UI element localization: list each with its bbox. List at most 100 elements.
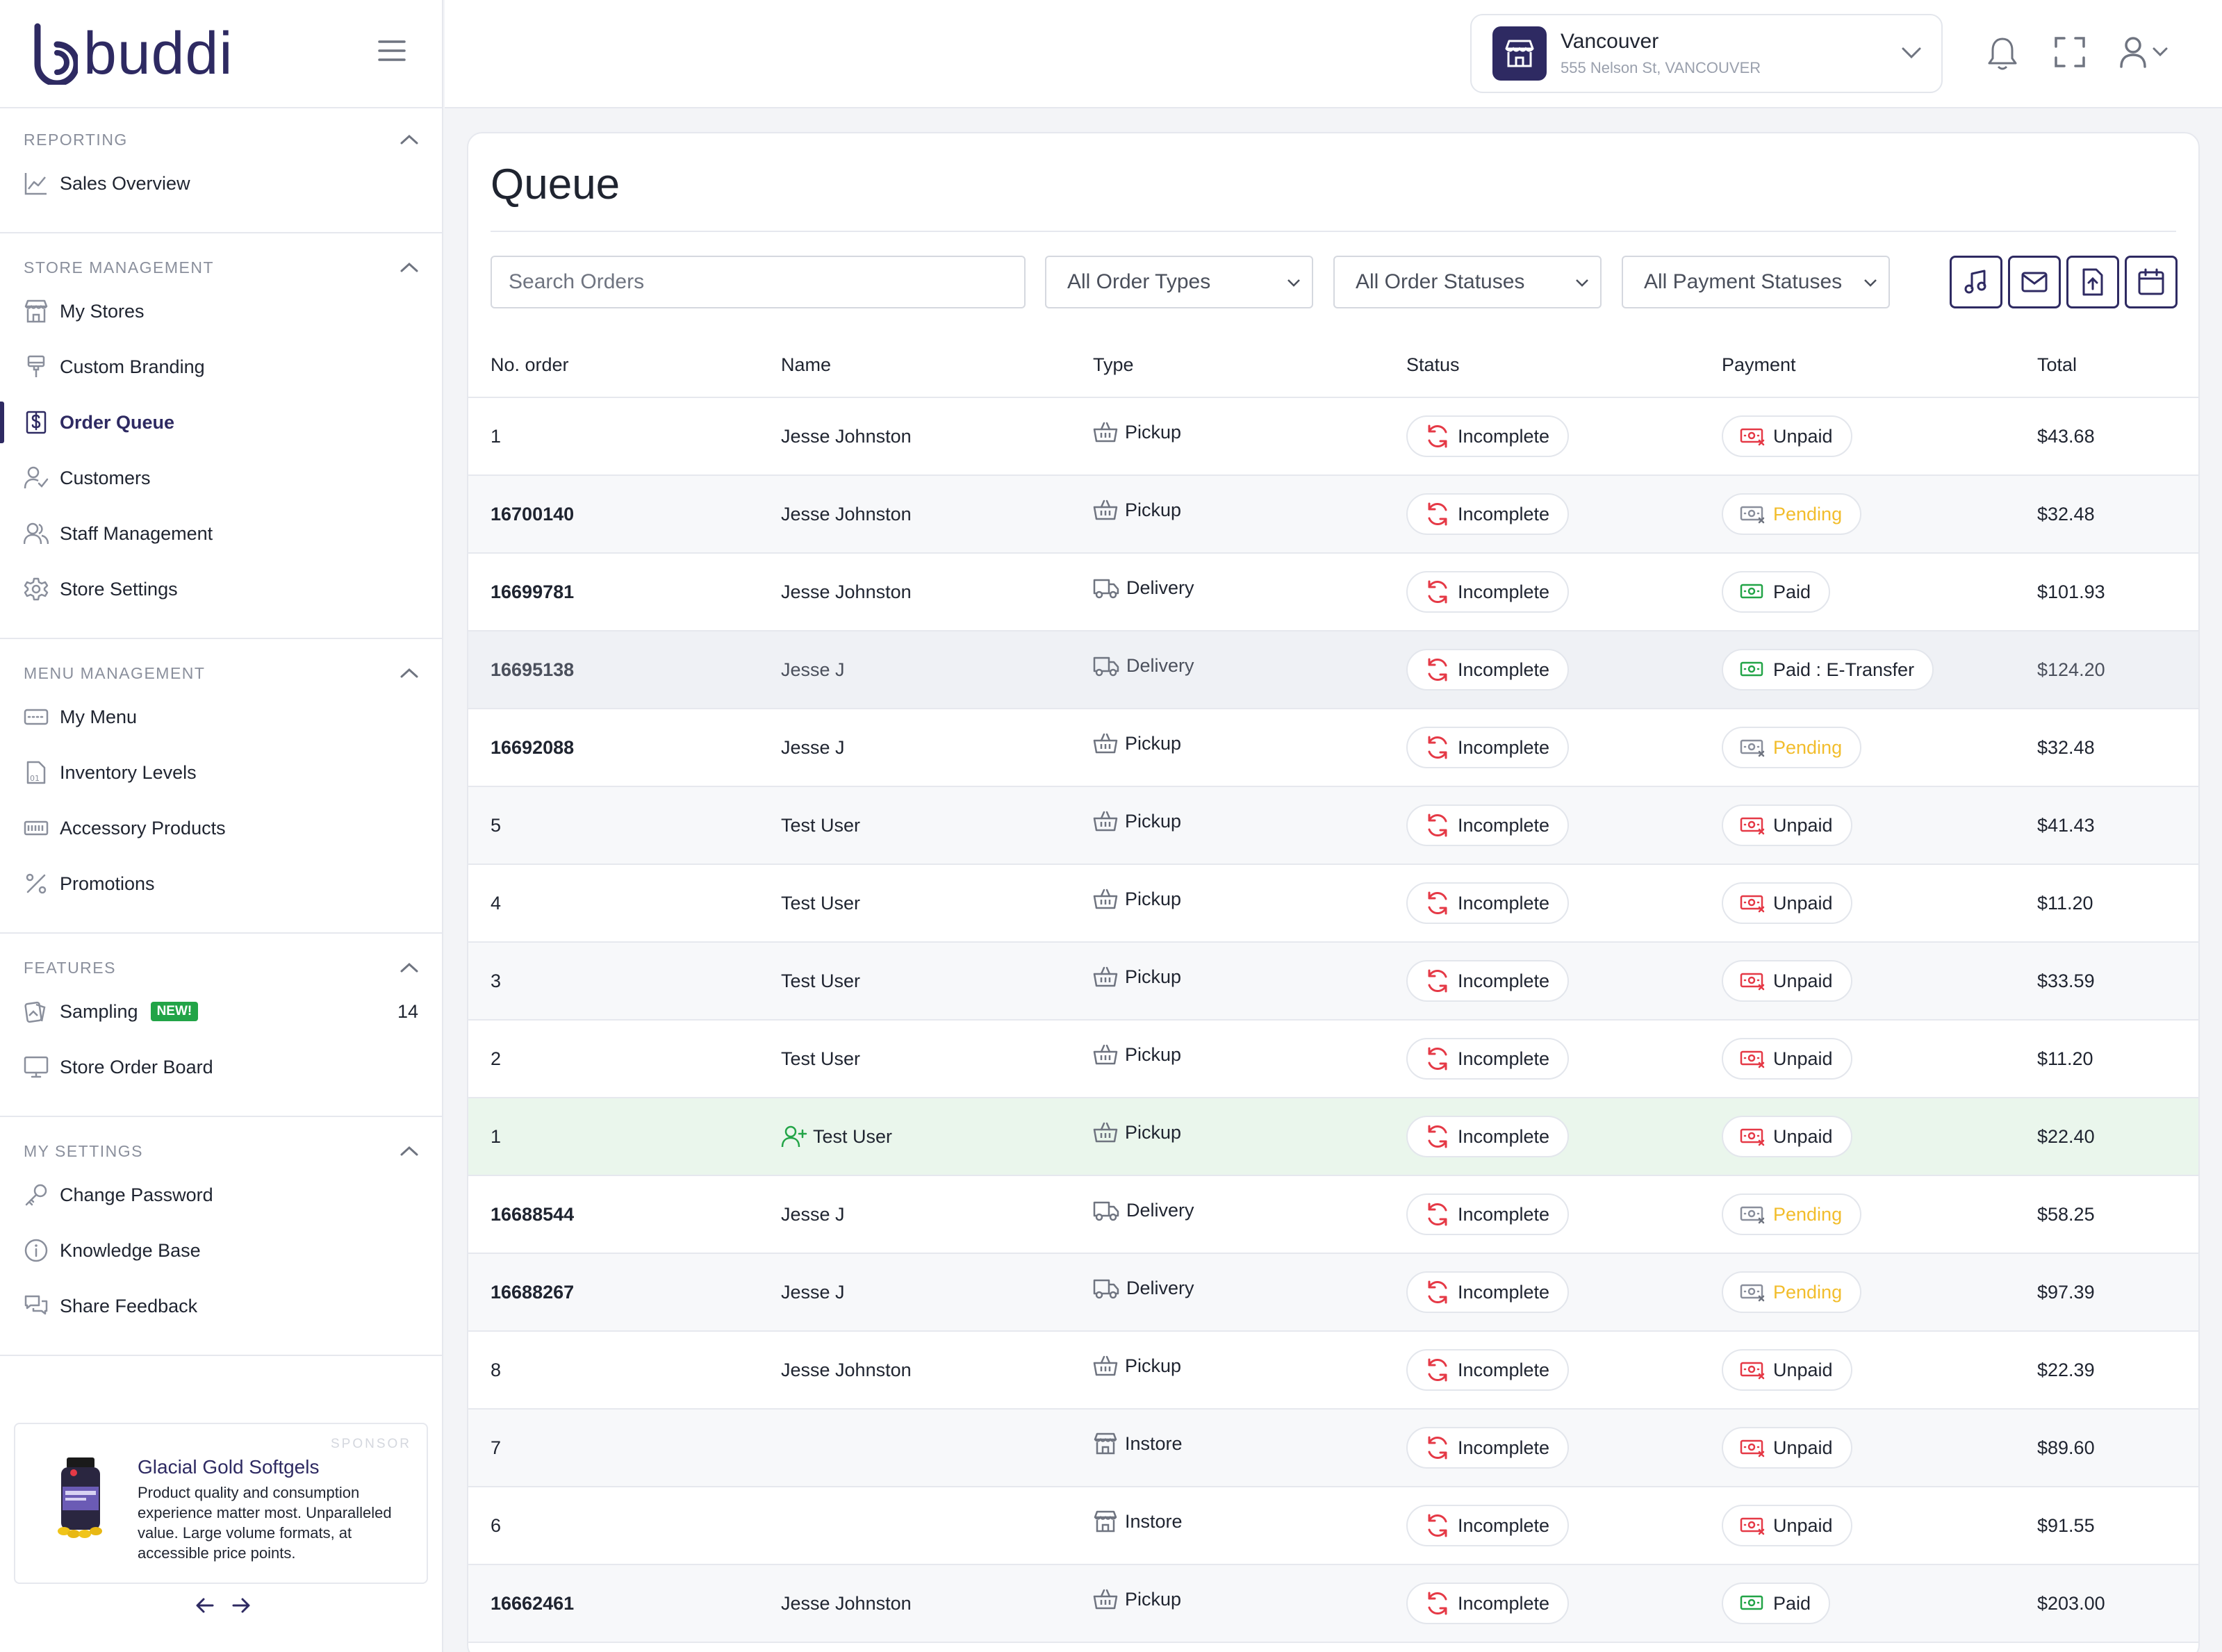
chevron-up-icon[interactable]	[400, 962, 418, 973]
table-row[interactable]: 1 Test User Pickup Incomplete Unpaid $22…	[468, 1098, 2198, 1176]
order-number[interactable]: 5	[468, 786, 781, 865]
menu-toggle-button[interactable]	[378, 39, 406, 63]
table-row[interactable]: 3 Test User Pickup Incomplete Unpaid $33…	[468, 942, 2198, 1021]
status-badge[interactable]: Incomplete	[1406, 1193, 1570, 1235]
order-number[interactable]: 8	[468, 1331, 781, 1410]
payment-badge[interactable]: Paid	[1722, 1583, 1831, 1624]
status-badge[interactable]: Incomplete	[1406, 1583, 1570, 1624]
calendar-button[interactable]	[2125, 256, 2178, 308]
status-badge[interactable]: Incomplete	[1406, 415, 1570, 457]
order-number[interactable]: 16692088	[468, 709, 781, 787]
sidebar-item-share-feedback[interactable]: Share Feedback	[0, 1278, 442, 1334]
table-row[interactable]: 16692088 Jesse J Pickup Incomplete Pendi…	[468, 709, 2198, 787]
status-badge[interactable]: Incomplete	[1406, 1271, 1570, 1313]
table-row[interactable]: 8 Jesse Johnston Pickup Incomplete Unpai…	[468, 1331, 2198, 1410]
sponsor-card[interactable]: SPONSOR Glacial Gold Softgels Product qu…	[14, 1423, 428, 1584]
column-header-payment[interactable]: Payment	[1722, 333, 2037, 398]
chevron-up-icon[interactable]	[400, 668, 418, 679]
export-button[interactable]	[2066, 256, 2119, 308]
status-badge[interactable]: Incomplete	[1406, 1505, 1570, 1546]
payment-badge[interactable]: Paid	[1722, 571, 1831, 613]
table-row[interactable]: 16662461 Jesse Johnston Pickup Incomplet…	[468, 1564, 2198, 1643]
payment-badge[interactable]: Unpaid	[1722, 415, 1852, 457]
search-input[interactable]	[491, 256, 1026, 308]
status-badge[interactable]: Incomplete	[1406, 1038, 1570, 1080]
sidebar-item-sampling[interactable]: Sampling NEW! 14	[0, 984, 442, 1039]
status-badge[interactable]: Incomplete	[1406, 571, 1570, 613]
table-row[interactable]: 16699781 Jesse Johnston Delivery Incompl…	[468, 553, 2198, 631]
table-row[interactable]: 16695138 Jesse J Delivery Incomplete Pai…	[468, 631, 2198, 709]
order-number[interactable]: 16662461	[468, 1564, 781, 1643]
status-badge[interactable]: Incomplete	[1406, 1349, 1570, 1391]
sidebar-item-store-settings[interactable]: Store Settings	[0, 561, 442, 617]
payment-badge[interactable]: Pending	[1722, 493, 1862, 535]
section-header[interactable]: FEATURES	[0, 952, 442, 984]
table-row[interactable]: 16688267 Jesse J Delivery Incomplete Pen…	[468, 1253, 2198, 1332]
table-row[interactable]: 6 Instore Incomplete Unpaid $91.55	[468, 1487, 2198, 1565]
order-number[interactable]: 3	[468, 942, 781, 1021]
sidebar-item-promotions[interactable]: Promotions	[0, 856, 442, 911]
section-header[interactable]: MENU MANAGEMENT	[0, 657, 442, 689]
user-menu-button[interactable]	[2119, 36, 2168, 68]
chevron-up-icon[interactable]	[400, 1146, 418, 1157]
sidebar-item-custom-branding[interactable]: Custom Branding	[0, 339, 442, 395]
sidebar-item-inventory-levels[interactable]: 01 Inventory Levels	[0, 745, 442, 800]
bell-icon[interactable]	[1987, 36, 2018, 71]
column-header-no[interactable]: No. order	[468, 333, 781, 398]
payment-badge[interactable]: Unpaid	[1722, 960, 1852, 1002]
status-badge[interactable]: Incomplete	[1406, 960, 1570, 1002]
table-row[interactable]: 1 Jesse Johnston Pickup Incomplete Unpai…	[468, 397, 2198, 476]
brand-logo[interactable]: buddi	[31, 22, 233, 85]
order-number[interactable]: 7	[468, 1409, 781, 1487]
payment-badge[interactable]: Unpaid	[1722, 1116, 1852, 1157]
sidebar-item-my-stores[interactable]: My Stores	[0, 283, 442, 339]
sidebar-item-accessory-products[interactable]: Accessory Products	[0, 800, 442, 856]
table-row[interactable]: 16688544 Jesse J Delivery Incomplete Pen…	[468, 1175, 2198, 1254]
payment-badge[interactable]: Unpaid	[1722, 1349, 1852, 1391]
sidebar-item-sales-overview[interactable]: Sales Overview	[0, 156, 442, 211]
sidebar-item-change-password[interactable]: Change Password	[0, 1167, 442, 1223]
table-row[interactable]: 4 Test User Pickup Incomplete Unpaid $11…	[468, 864, 2198, 943]
sidebar-item-order-queue[interactable]: Order Queue	[0, 395, 442, 450]
order-status-select[interactable]: All Order Statuses	[1333, 256, 1602, 308]
order-number[interactable]: 1	[468, 397, 781, 476]
fullscreen-icon[interactable]	[2054, 36, 2086, 68]
status-badge[interactable]: Incomplete	[1406, 1116, 1570, 1157]
payment-badge[interactable]: Paid : E-Transfer	[1722, 649, 1934, 691]
status-badge[interactable]: Incomplete	[1406, 882, 1570, 924]
sidebar-item-store-order-board[interactable]: Store Order Board	[0, 1039, 442, 1095]
sidebar-item-customers[interactable]: Customers	[0, 450, 442, 506]
status-badge[interactable]: Incomplete	[1406, 493, 1570, 535]
order-number[interactable]: 16695138	[468, 631, 781, 709]
payment-badge[interactable]: Unpaid	[1722, 804, 1852, 846]
sidebar-item-staff-management[interactable]: Staff Management	[0, 506, 442, 561]
chevron-up-icon[interactable]	[400, 262, 418, 273]
table-row[interactable]: 5 Test User Pickup Incomplete Unpaid $41…	[468, 786, 2198, 865]
payment-status-select[interactable]: All Payment Statuses	[1622, 256, 1890, 308]
sound-toggle-button[interactable]	[1950, 256, 2002, 308]
column-header-name[interactable]: Name	[781, 333, 1093, 398]
payment-badge[interactable]: Pending	[1722, 1271, 1862, 1313]
email-button[interactable]	[2008, 256, 2061, 308]
column-header-type[interactable]: Type	[1093, 333, 1406, 398]
payment-badge[interactable]: Unpaid	[1722, 882, 1852, 924]
sponsor-title[interactable]: Glacial Gold Softgels	[138, 1456, 320, 1478]
chevron-up-icon[interactable]	[400, 134, 418, 145]
status-badge[interactable]: Incomplete	[1406, 649, 1570, 691]
section-header[interactable]: REPORTING	[0, 124, 442, 156]
section-header[interactable]: STORE MANAGEMENT	[0, 251, 442, 283]
status-badge[interactable]: Incomplete	[1406, 804, 1570, 846]
arrow-right-icon[interactable]	[231, 1595, 252, 1616]
order-number[interactable]: 6	[468, 1487, 781, 1565]
payment-badge[interactable]: Unpaid	[1722, 1427, 1852, 1469]
order-number[interactable]: 16699781	[468, 553, 781, 631]
payment-badge[interactable]: Pending	[1722, 727, 1862, 768]
payment-badge[interactable]: Pending	[1722, 1193, 1862, 1235]
status-badge[interactable]: Incomplete	[1406, 1427, 1570, 1469]
order-number[interactable]: 2	[468, 1020, 781, 1098]
table-row[interactable]: 16700140 Jesse Johnston Pickup Incomplet…	[468, 475, 2198, 554]
store-selector[interactable]: Vancouver 555 Nelson St, VANCOUVER	[1470, 14, 1943, 93]
sidebar-item-my-menu[interactable]: My Menu	[0, 689, 442, 745]
table-row[interactable]: 2 Test User Pickup Incomplete Unpaid $11…	[468, 1020, 2198, 1098]
order-type-select[interactable]: All Order Types	[1045, 256, 1313, 308]
